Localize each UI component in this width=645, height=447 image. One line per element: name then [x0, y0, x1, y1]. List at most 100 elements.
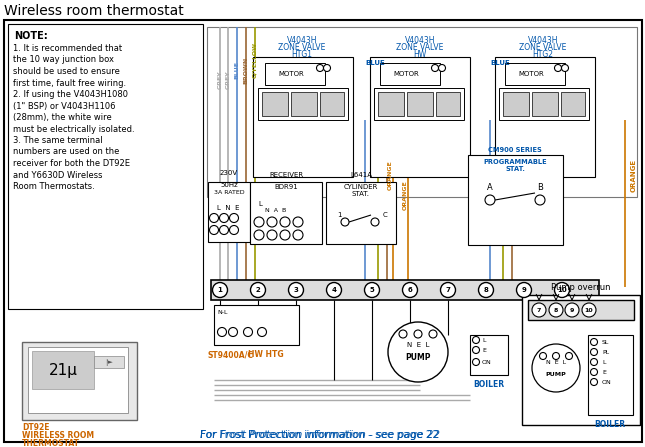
- Text: CYLINDER: CYLINDER: [344, 184, 378, 190]
- Bar: [532, 92, 558, 116]
- Text: N  A  B: N A B: [265, 207, 286, 212]
- Text: 9: 9: [522, 287, 526, 293]
- Text: STAT.: STAT.: [505, 166, 525, 172]
- Circle shape: [591, 349, 597, 355]
- Bar: [32, 351, 94, 389]
- Text: 9: 9: [570, 308, 574, 312]
- Circle shape: [317, 64, 324, 72]
- Text: ST9400A/C: ST9400A/C: [208, 350, 254, 359]
- Bar: [253, 57, 353, 177]
- Circle shape: [219, 225, 228, 235]
- Bar: [436, 92, 460, 116]
- Text: Room Thermostats.: Room Thermostats.: [13, 182, 95, 191]
- Text: numbers are used on the: numbers are used on the: [13, 148, 119, 156]
- Bar: [380, 63, 440, 85]
- Circle shape: [399, 330, 407, 338]
- Circle shape: [210, 214, 219, 223]
- Text: L641A: L641A: [350, 172, 372, 178]
- Circle shape: [280, 217, 290, 227]
- Circle shape: [230, 214, 239, 223]
- Bar: [214, 305, 299, 345]
- Text: GREY: GREY: [217, 71, 223, 89]
- Text: V4043H: V4043H: [528, 36, 559, 45]
- Text: ZONE VALVE: ZONE VALVE: [519, 43, 567, 52]
- Circle shape: [562, 64, 568, 72]
- Text: STAT.: STAT.: [352, 191, 370, 197]
- Circle shape: [553, 353, 559, 359]
- Text: BOILER: BOILER: [473, 380, 504, 389]
- Text: N-L: N-L: [217, 310, 228, 315]
- Text: CM900 SERIES: CM900 SERIES: [488, 147, 542, 153]
- Text: 4: 4: [332, 287, 337, 293]
- Text: For Frost Protection information - see page 22: For Frost Protection information - see p…: [201, 430, 439, 440]
- Circle shape: [288, 283, 304, 298]
- Text: NOTE:: NOTE:: [14, 31, 48, 41]
- Bar: [528, 300, 634, 320]
- Circle shape: [217, 328, 226, 337]
- Circle shape: [591, 379, 597, 385]
- Circle shape: [591, 358, 597, 366]
- Circle shape: [230, 225, 239, 235]
- Text: V4043H: V4043H: [287, 36, 317, 45]
- Circle shape: [591, 338, 597, 346]
- Text: SL: SL: [602, 340, 610, 345]
- Text: WIRELESS ROOM: WIRELESS ROOM: [22, 431, 94, 440]
- Circle shape: [293, 217, 303, 227]
- Circle shape: [388, 322, 448, 382]
- Text: ORANGE: ORANGE: [402, 180, 408, 210]
- Text: 7: 7: [446, 287, 450, 293]
- Circle shape: [429, 330, 437, 338]
- Text: 2: 2: [255, 287, 261, 293]
- Bar: [262, 92, 288, 116]
- Bar: [28, 347, 128, 413]
- Text: HW: HW: [413, 50, 426, 59]
- Text: 1: 1: [337, 212, 341, 218]
- Text: A: A: [487, 184, 493, 193]
- Text: E: E: [602, 370, 606, 375]
- Text: must be electrically isolated.: must be electrically isolated.: [13, 125, 135, 134]
- Circle shape: [555, 283, 570, 298]
- Text: BLUE: BLUE: [235, 61, 239, 79]
- Text: PUMP: PUMP: [546, 371, 566, 376]
- Bar: [522, 295, 640, 425]
- Bar: [94, 356, 124, 368]
- Text: ZONE VALVE: ZONE VALVE: [278, 43, 326, 52]
- Text: ON: ON: [602, 380, 611, 384]
- Bar: [211, 280, 599, 300]
- Circle shape: [280, 230, 290, 240]
- Text: N  E  L: N E L: [546, 359, 566, 364]
- Text: 5: 5: [370, 287, 374, 293]
- Text: the 10 way junction box: the 10 way junction box: [13, 55, 114, 64]
- Text: MOTOR: MOTOR: [278, 71, 304, 77]
- Circle shape: [485, 195, 495, 205]
- Text: THERMOSTAT: THERMOSTAT: [22, 439, 80, 447]
- Circle shape: [432, 64, 439, 72]
- Circle shape: [479, 283, 493, 298]
- Circle shape: [267, 217, 277, 227]
- Text: 7: 7: [537, 308, 541, 312]
- Bar: [326, 182, 396, 244]
- Circle shape: [326, 283, 341, 298]
- Bar: [468, 155, 563, 245]
- Circle shape: [549, 303, 563, 317]
- Circle shape: [254, 230, 264, 240]
- Text: 3A RATED: 3A RATED: [213, 190, 244, 195]
- Text: ORANGE: ORANGE: [631, 158, 637, 192]
- Circle shape: [532, 344, 580, 392]
- Text: 3: 3: [293, 287, 299, 293]
- Circle shape: [473, 358, 479, 366]
- Text: N  E  L: N E L: [407, 342, 430, 348]
- Bar: [505, 63, 565, 85]
- Text: (1" BSP) or V4043H1106: (1" BSP) or V4043H1106: [13, 101, 115, 110]
- Text: L: L: [258, 201, 262, 207]
- Text: 10: 10: [557, 287, 567, 293]
- Circle shape: [539, 353, 546, 359]
- Text: C: C: [382, 212, 388, 218]
- Text: 10: 10: [584, 308, 593, 312]
- Circle shape: [517, 283, 531, 298]
- Text: 6: 6: [408, 287, 412, 293]
- Circle shape: [566, 353, 573, 359]
- Text: V4043H: V4043H: [405, 36, 435, 45]
- Circle shape: [219, 214, 228, 223]
- Text: ON: ON: [482, 359, 491, 364]
